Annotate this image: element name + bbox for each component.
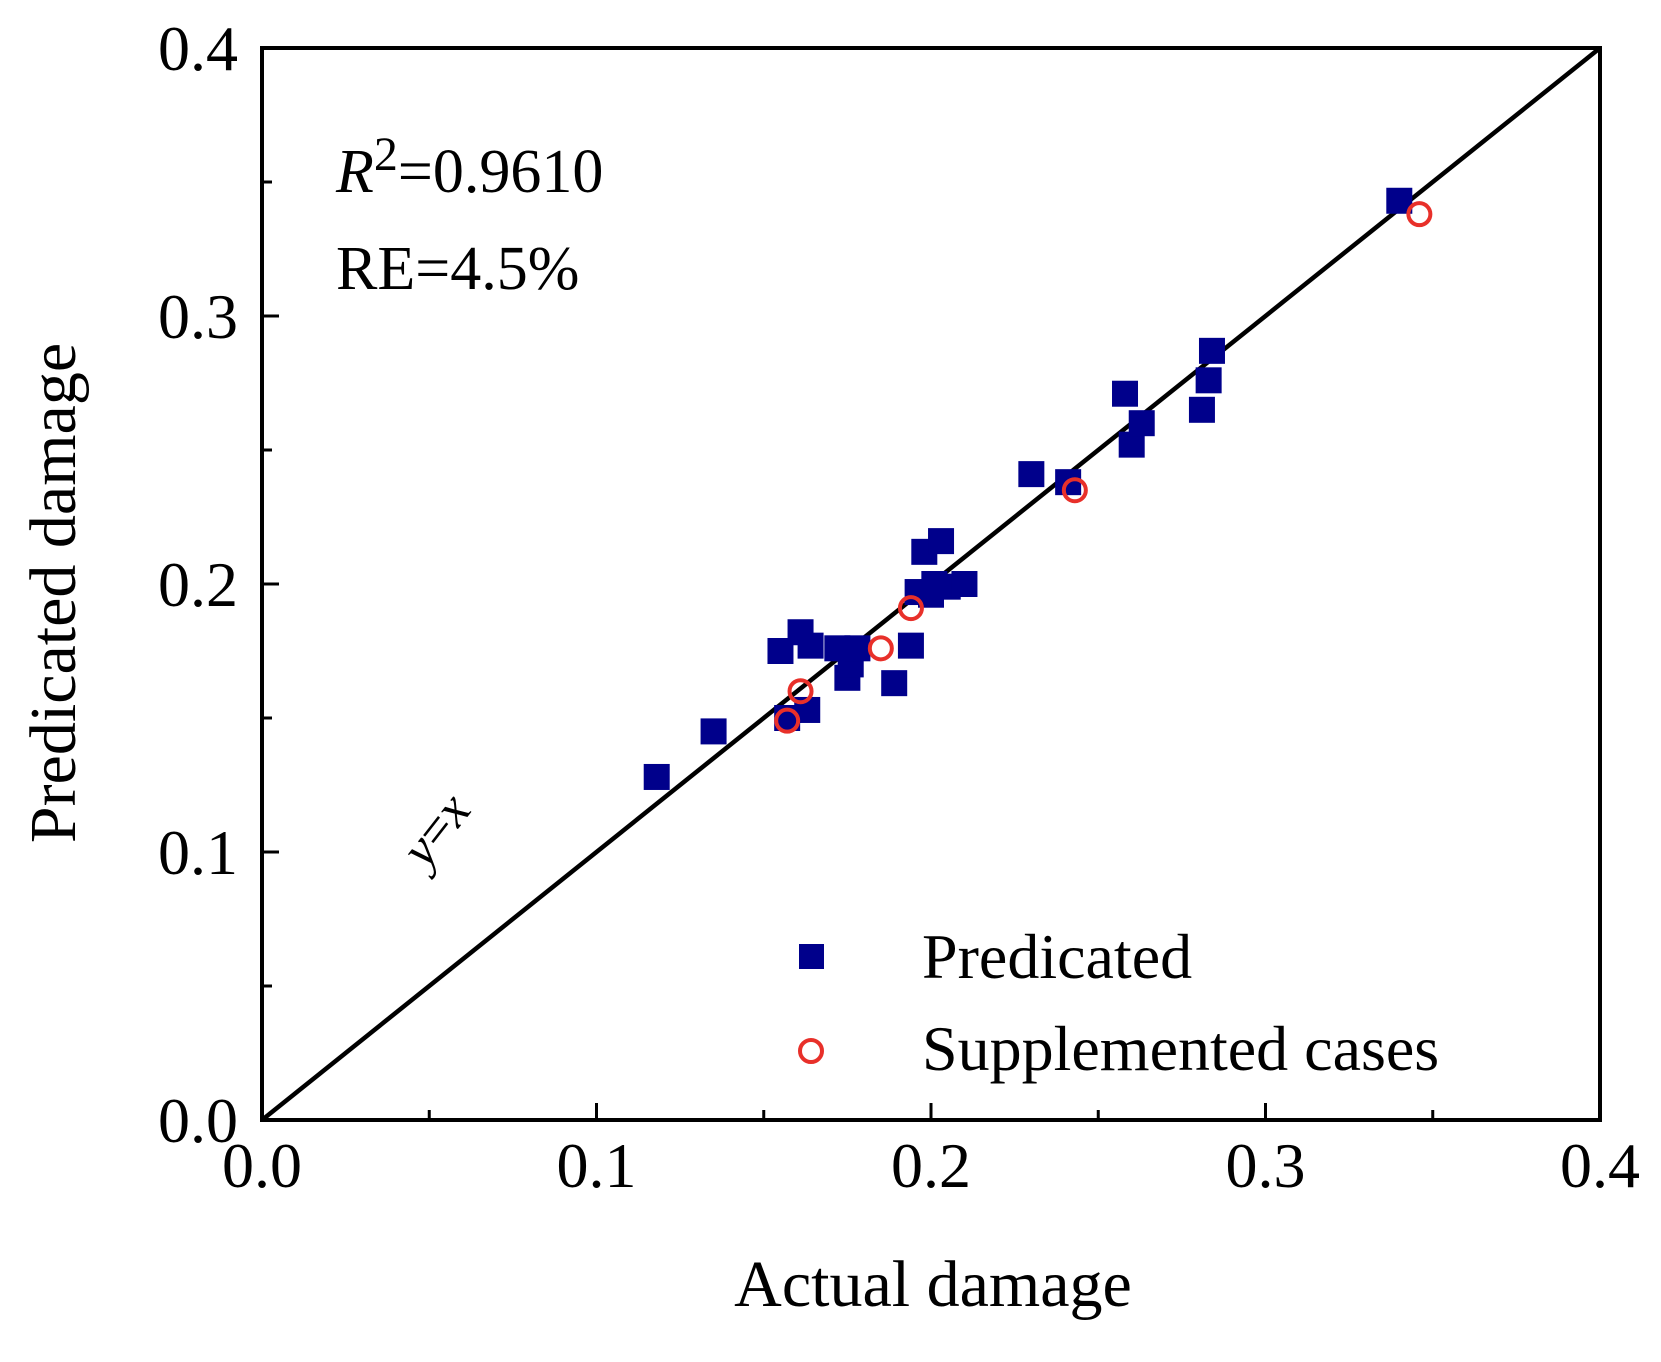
x-tick-label: 0.0 (222, 1130, 302, 1201)
legend-marker-supplemented (798, 1038, 824, 1064)
y-tick-label: 0.1 (158, 817, 238, 888)
predicated-point (1188, 396, 1215, 423)
supplemented-case-point (1061, 477, 1088, 504)
predicated-point (928, 528, 955, 555)
supplemented-case-point (787, 678, 814, 705)
plot-area-frame (260, 46, 1602, 1122)
r-squared-symbol: R (335, 138, 374, 206)
supplemented-case-point (867, 635, 894, 662)
predicated-point (1112, 380, 1139, 407)
data-points (643, 187, 1433, 790)
r-squared-exponent: 2 (374, 128, 398, 181)
r-squared-annotation: R2=0.9610 (335, 128, 603, 206)
y-axis-label: Predicated damage (17, 343, 90, 843)
predicated-point (1198, 337, 1225, 364)
supplemented-case-point (897, 595, 924, 622)
supplemented-case-point (774, 707, 801, 734)
predicated-point (643, 763, 670, 790)
legend-marker-predicated (799, 944, 824, 969)
r-squared-value: =0.9610 (398, 138, 603, 206)
supplemented-case-point (1406, 201, 1433, 228)
predicated-point (1195, 367, 1222, 394)
legend: Predicated Supplemented cases (798, 921, 1439, 1084)
tick-labels: 0.00.0 0.1 0.1 0.2 0.2 0.3 0.3 0.4 0.4 (158, 13, 1640, 1201)
predicated-point (951, 571, 978, 597)
y-tick-label: 0.0 (158, 1085, 238, 1156)
predicated-point (881, 670, 908, 697)
y-tick-label: 0.2 (158, 549, 238, 620)
predicated-point (897, 632, 924, 659)
legend-label-predicated: Predicated (922, 921, 1192, 992)
predicated-point (797, 632, 824, 659)
y-tick-label: 0.4 (158, 13, 238, 84)
predicated-point (1128, 410, 1155, 437)
x-axis-label: Actual damage (734, 1248, 1132, 1321)
legend-label-supplemented: Supplemented cases (922, 1013, 1439, 1084)
x-tick-label: 0.3 (1226, 1130, 1306, 1201)
y-tick-label: 0.3 (158, 281, 238, 352)
x-tick-label: 0.1 (557, 1130, 637, 1201)
x-tick-label: 0.4 (1560, 1130, 1640, 1201)
relative-error-annotation: RE=4.5% (336, 235, 579, 303)
predicated-point (844, 635, 871, 662)
predicated-point (1018, 461, 1045, 488)
predicated-point (700, 718, 727, 745)
x-tick-label: 0.2 (891, 1130, 971, 1201)
